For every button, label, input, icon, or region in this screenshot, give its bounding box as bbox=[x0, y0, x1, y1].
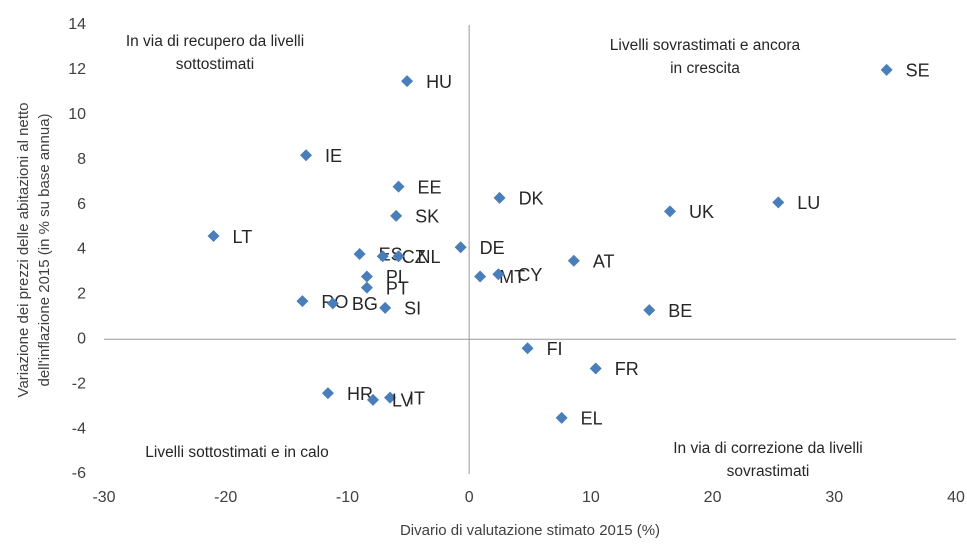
point bbox=[392, 250, 405, 263]
point-label: DK bbox=[519, 189, 544, 209]
point bbox=[326, 297, 339, 310]
point-label: CY bbox=[517, 265, 542, 285]
point-label: MT bbox=[499, 267, 525, 287]
point bbox=[379, 301, 392, 314]
point-label: SK bbox=[415, 207, 439, 227]
x-tick-label: 20 bbox=[704, 489, 722, 506]
point bbox=[360, 270, 373, 283]
point bbox=[392, 180, 405, 193]
point bbox=[401, 75, 414, 88]
y-tick-label: -6 bbox=[72, 465, 86, 482]
point bbox=[589, 362, 602, 375]
point-label: LT bbox=[233, 227, 253, 247]
point-label: FR bbox=[615, 359, 639, 379]
annotation: in crescita bbox=[670, 60, 740, 77]
point bbox=[567, 254, 580, 267]
x-tick-label: -10 bbox=[336, 489, 359, 506]
point-label: FI bbox=[547, 339, 563, 359]
point-label: UK bbox=[689, 202, 714, 222]
point-label: AT bbox=[593, 251, 615, 271]
point bbox=[454, 241, 467, 254]
y-tick-label: -4 bbox=[72, 420, 86, 437]
y-axis-title: Variazione dei prezzi delle abitazioni a… bbox=[15, 103, 32, 398]
annotation: sottostimati bbox=[176, 56, 254, 73]
point-label: EE bbox=[418, 177, 442, 197]
y-tick-label: 2 bbox=[77, 286, 86, 303]
point bbox=[474, 270, 487, 283]
point bbox=[643, 304, 656, 317]
point bbox=[321, 387, 334, 400]
y-tick-label: 14 bbox=[68, 16, 86, 33]
annotation: sovrastimati bbox=[727, 463, 810, 480]
x-tick-label: 10 bbox=[582, 489, 600, 506]
y-axis-title: dell'inflazione 2015 (in % su base annua… bbox=[36, 113, 53, 386]
x-tick-label: 40 bbox=[947, 489, 965, 506]
annotation: In via di recupero da livelli bbox=[126, 33, 304, 50]
point bbox=[207, 230, 220, 243]
point-label: SI bbox=[404, 299, 421, 319]
point bbox=[353, 247, 366, 260]
point-label: BE bbox=[668, 301, 692, 321]
point-label: EL bbox=[581, 409, 603, 429]
x-tick-label: 30 bbox=[825, 489, 843, 506]
annotation: In via di correzione da livelli bbox=[673, 440, 863, 457]
point bbox=[663, 205, 676, 218]
y-tick-label: -2 bbox=[72, 375, 86, 392]
point-label: PT bbox=[386, 278, 409, 298]
x-tick-label: -30 bbox=[92, 489, 115, 506]
x-tick-label: 0 bbox=[465, 489, 474, 506]
point bbox=[376, 250, 389, 263]
point-label: IT bbox=[409, 388, 425, 408]
y-tick-label: 0 bbox=[77, 331, 86, 348]
point bbox=[384, 391, 397, 404]
point bbox=[366, 393, 379, 406]
point-label: CZ bbox=[402, 247, 426, 267]
point-label: HU bbox=[426, 72, 452, 92]
point bbox=[772, 196, 785, 209]
point bbox=[492, 268, 505, 281]
x-tick-label: -20 bbox=[214, 489, 237, 506]
point bbox=[360, 281, 373, 294]
annotation: Livelli sovrastimati e ancora bbox=[610, 37, 801, 54]
point-label: PL bbox=[386, 267, 408, 287]
point bbox=[493, 191, 506, 204]
y-tick-label: 10 bbox=[68, 106, 86, 123]
point-label: NL bbox=[418, 247, 441, 267]
point bbox=[555, 411, 568, 424]
point bbox=[300, 149, 313, 162]
y-tick-label: 8 bbox=[77, 151, 86, 168]
point-label: SE bbox=[906, 61, 930, 81]
y-tick-label: 4 bbox=[77, 241, 86, 258]
point bbox=[390, 209, 403, 222]
point-label: LU bbox=[797, 193, 820, 213]
annotation: Livelli sottostimati e in calo bbox=[145, 444, 329, 461]
point-label: IE bbox=[325, 146, 342, 166]
point-label: LV bbox=[392, 391, 413, 411]
x-axis-title: Divario di valutazione stimato 2015 (%) bbox=[400, 522, 660, 539]
point bbox=[296, 295, 309, 308]
point-label: DE bbox=[480, 238, 505, 258]
y-tick-label: 6 bbox=[77, 196, 86, 213]
y-tick-label: 12 bbox=[68, 61, 86, 78]
point bbox=[880, 63, 893, 76]
point bbox=[521, 342, 534, 355]
point-label: HR bbox=[347, 384, 373, 404]
point-label: BG bbox=[352, 294, 378, 314]
